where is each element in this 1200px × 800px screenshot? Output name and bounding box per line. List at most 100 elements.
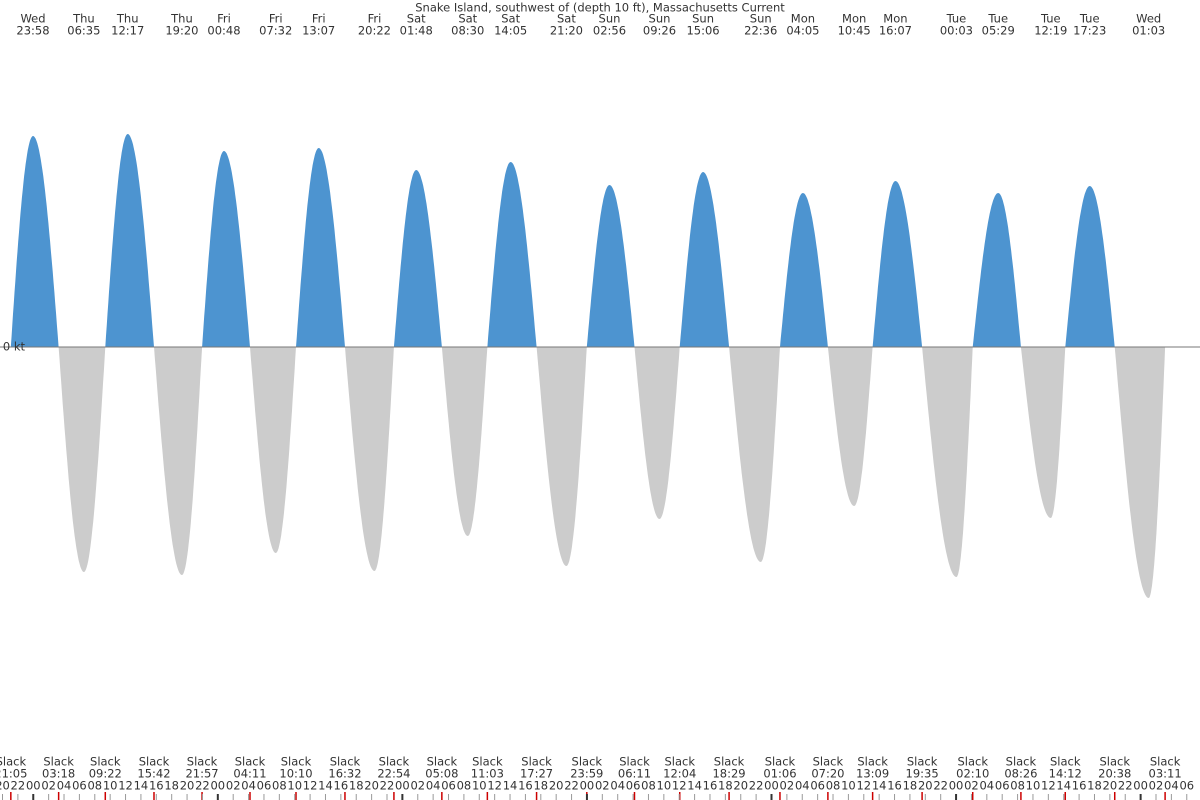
event-time: 01:48 bbox=[400, 24, 433, 38]
event-day: Thu bbox=[170, 12, 193, 26]
hour-tick-label: 16 bbox=[149, 779, 164, 793]
slack-label: Slack bbox=[572, 755, 603, 769]
slack-time: 19:35 bbox=[906, 767, 939, 781]
hour-tick-label: 20 bbox=[1103, 779, 1118, 793]
slack-label: Slack bbox=[813, 755, 844, 769]
event-day: Sat bbox=[458, 12, 477, 26]
hour-tick-label: 04 bbox=[610, 779, 625, 793]
slack-time: 21:05 bbox=[0, 767, 27, 781]
hour-tick-label: 22 bbox=[195, 779, 210, 793]
hour-tick-label: 20 bbox=[364, 779, 379, 793]
slack-label: Slack bbox=[1099, 755, 1130, 769]
flood-area bbox=[202, 151, 250, 347]
hour-tick-label: 04 bbox=[795, 779, 810, 793]
slack-label: Slack bbox=[1150, 755, 1181, 769]
hour-tick-label: 22 bbox=[749, 779, 764, 793]
ebb-area bbox=[729, 347, 780, 562]
hour-tick-label: 12 bbox=[118, 779, 133, 793]
event-day: Sun bbox=[649, 12, 671, 26]
slack-label: Slack bbox=[857, 755, 888, 769]
flood-area bbox=[586, 185, 635, 347]
hour-tick-label: 00 bbox=[210, 779, 225, 793]
hour-tick-label: 02 bbox=[41, 779, 56, 793]
slack-label: Slack bbox=[0, 755, 26, 769]
hour-tick-label: 06 bbox=[810, 779, 825, 793]
hour-tick-label: 18 bbox=[533, 779, 548, 793]
hour-tick-label: 22 bbox=[564, 779, 579, 793]
hour-tick-label: 18 bbox=[1087, 779, 1102, 793]
slack-label: Slack bbox=[1006, 755, 1037, 769]
hour-tick-label: 08 bbox=[87, 779, 102, 793]
hour-tick-label: 12 bbox=[672, 779, 687, 793]
event-time: 17:23 bbox=[1073, 24, 1106, 38]
hour-tick-label: 12 bbox=[856, 779, 871, 793]
hour-tick-label: 02 bbox=[964, 779, 979, 793]
slack-time: 17:27 bbox=[520, 767, 553, 781]
event-time: 16:07 bbox=[879, 24, 912, 38]
hour-tick-label: 08 bbox=[641, 779, 656, 793]
chart-title: Snake Island, southwest of (depth 10 ft)… bbox=[415, 1, 785, 15]
slack-label: Slack bbox=[330, 755, 361, 769]
event-time: 00:03 bbox=[940, 24, 973, 38]
slack-time: 23:59 bbox=[570, 767, 603, 781]
ebb-area bbox=[441, 347, 488, 536]
event-day: Sun bbox=[692, 12, 714, 26]
hour-tick-label: 00 bbox=[26, 779, 41, 793]
slack-time: 02:10 bbox=[956, 767, 989, 781]
hour-tick-label: 04 bbox=[57, 779, 72, 793]
hour-tick-label: 14 bbox=[318, 779, 333, 793]
hour-tick-label: 00 bbox=[1133, 779, 1148, 793]
slack-label: Slack bbox=[714, 755, 745, 769]
hour-tick-label: 12 bbox=[303, 779, 318, 793]
hour-tick-label: 10 bbox=[472, 779, 487, 793]
event-day: Fri bbox=[312, 12, 326, 26]
hour-tick-label: 16 bbox=[887, 779, 902, 793]
event-day: Sun bbox=[599, 12, 621, 26]
hour-tick-label: 08 bbox=[272, 779, 287, 793]
event-time: 10:45 bbox=[838, 24, 871, 38]
hour-tick-label: 08 bbox=[826, 779, 841, 793]
hour-tick-label: 18 bbox=[903, 779, 918, 793]
hour-tick-label: 10 bbox=[1026, 779, 1041, 793]
flood-area bbox=[487, 162, 537, 347]
slack-time: 06:11 bbox=[618, 767, 651, 781]
hour-tick-label: 04 bbox=[241, 779, 256, 793]
slack-label: Slack bbox=[281, 755, 312, 769]
ebb-area bbox=[250, 347, 296, 553]
hour-tick-label: 10 bbox=[287, 779, 302, 793]
hour-tick-label: 08 bbox=[457, 779, 472, 793]
flood-area bbox=[780, 193, 828, 347]
slack-time: 15:42 bbox=[137, 767, 170, 781]
event-day: Mon bbox=[791, 12, 815, 26]
event-time: 02:56 bbox=[593, 24, 626, 38]
slack-label: Slack bbox=[43, 755, 74, 769]
slack-time: 21:57 bbox=[185, 767, 218, 781]
hour-tick-label: 02 bbox=[780, 779, 795, 793]
event-time: 22:36 bbox=[744, 24, 777, 38]
hour-tick-label: 06 bbox=[441, 779, 456, 793]
hour-tick-label: 14 bbox=[503, 779, 518, 793]
hour-tick-label: 22 bbox=[380, 779, 395, 793]
hour-tick-label: 14 bbox=[1056, 779, 1071, 793]
ebb-area bbox=[634, 347, 680, 519]
event-day: Thu bbox=[72, 12, 95, 26]
hour-tick-label: 20 bbox=[0, 779, 10, 793]
slack-time: 05:08 bbox=[425, 767, 458, 781]
hour-tick-label: 22 bbox=[933, 779, 948, 793]
event-day: Fri bbox=[269, 12, 283, 26]
event-time: 13:07 bbox=[302, 24, 335, 38]
event-day: Tue bbox=[946, 12, 967, 26]
hour-tick-label: 16 bbox=[518, 779, 533, 793]
hour-tick-label: 02 bbox=[595, 779, 610, 793]
slack-label: Slack bbox=[907, 755, 938, 769]
event-time: 05:29 bbox=[982, 24, 1015, 38]
event-time: 01:03 bbox=[1132, 24, 1165, 38]
hour-tick-label: 00 bbox=[764, 779, 779, 793]
hour-tick-label: 04 bbox=[1164, 779, 1179, 793]
slack-time: 14:12 bbox=[1049, 767, 1082, 781]
hour-tick-label: 08 bbox=[1010, 779, 1025, 793]
hour-tick-label: 06 bbox=[72, 779, 87, 793]
slack-label: Slack bbox=[90, 755, 121, 769]
hour-tick-label: 06 bbox=[995, 779, 1010, 793]
slack-time: 10:10 bbox=[279, 767, 312, 781]
